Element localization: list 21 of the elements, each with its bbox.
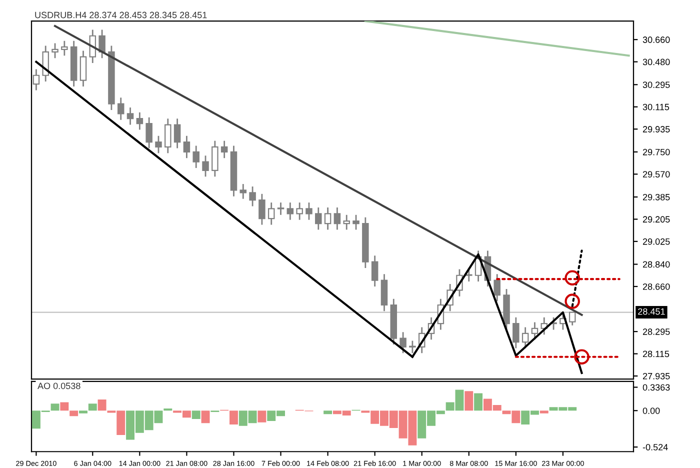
y-tick-label: 29.935 bbox=[642, 126, 670, 132]
y-tick-label: 28.840 bbox=[642, 261, 670, 268]
y-tick-label: 29.025 bbox=[642, 238, 670, 245]
y-tick-label: 28.295 bbox=[642, 328, 670, 335]
y-tick-label: 29.570 bbox=[642, 171, 670, 178]
y-tick-label: 30.660 bbox=[642, 36, 670, 43]
y-tick-label: 29.750 bbox=[642, 148, 670, 156]
y-tick-label: 0.3363 bbox=[642, 384, 670, 391]
ref-line-label: 28.451 bbox=[638, 308, 665, 315]
y-tick-label: 30.295 bbox=[642, 82, 670, 88]
y-tick-label: 29.385 bbox=[642, 194, 670, 200]
y-tick-label: -0.524 bbox=[642, 444, 668, 450]
y-tick-label: 27.935 bbox=[642, 372, 670, 380]
y-tick-label: 28.660 bbox=[642, 283, 670, 290]
y-tick-label: 28.115 bbox=[642, 350, 670, 358]
y-tick-label: 0.00 bbox=[642, 408, 660, 414]
chart-title: AO 0.0538 bbox=[38, 382, 80, 390]
chart-title: USDRUB.H4 28.374 28.453 28.345 28.451 bbox=[35, 12, 207, 18]
y-tick-label: 30.480 bbox=[642, 58, 670, 66]
y-tick-label: 30.115 bbox=[642, 104, 670, 110]
y-tick-label: 29.205 bbox=[642, 216, 670, 223]
